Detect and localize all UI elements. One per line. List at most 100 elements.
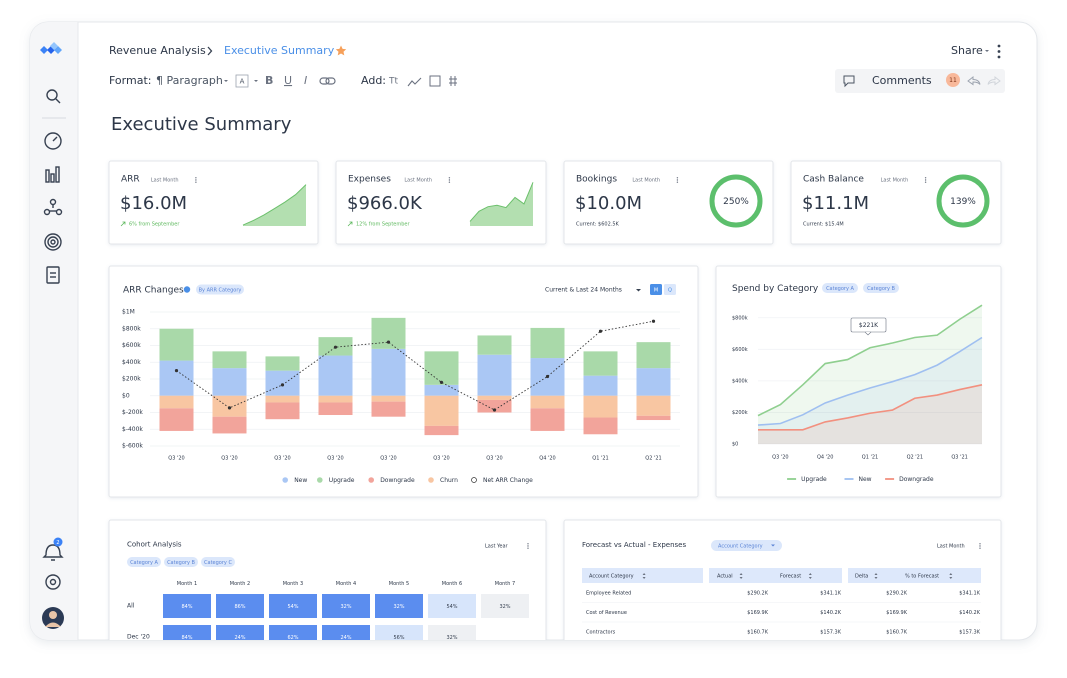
kebab-dot[interactable]: [676, 179, 679, 181]
settings-icon[interactable]: [45, 574, 61, 590]
kpi-period[interactable]: Last Month: [632, 178, 660, 184]
chart-tag-bg: [863, 283, 899, 293]
paragraph-select[interactable]: ¶ Paragraph: [156, 74, 223, 87]
add-chart-button[interactable]: [407, 77, 422, 87]
net-point: [492, 408, 497, 412]
favorite-star[interactable]: [335, 45, 347, 56]
kebab-dot[interactable]: [979, 547, 981, 549]
x-tick-label: Q3 '20: [486, 456, 502, 462]
period-select[interactable]: Last Month: [937, 544, 965, 550]
bold-button[interactable]: B: [265, 74, 273, 87]
cohort-value: 24%: [234, 635, 245, 641]
bell-icon[interactable]: [42, 544, 64, 561]
net-point: [439, 380, 444, 384]
legend-label[interactable]: Upgrade: [329, 477, 355, 484]
kebab-dot[interactable]: [979, 545, 981, 547]
paragraph-caret: [224, 80, 228, 82]
chart-tag[interactable]: By ARR Category: [199, 287, 242, 293]
kpi-value: $16.0M: [120, 193, 187, 214]
column-header[interactable]: % to Forecast: [905, 574, 939, 580]
kebab-dot[interactable]: [527, 545, 529, 547]
filter-tag[interactable]: Category C: [204, 560, 232, 566]
bar-segment: [424, 425, 459, 436]
search-icon[interactable]: [46, 89, 61, 104]
column-header[interactable]: Delta: [855, 574, 868, 580]
kpi-label: Cash Balance: [803, 175, 864, 185]
toggle[interactable]: M: [654, 287, 658, 293]
chart-tag[interactable]: Category A: [826, 286, 854, 292]
comments-button[interactable]: Comments: [872, 74, 932, 87]
dashboard-icon[interactable]: [44, 132, 62, 150]
kpi-value: $966.0K: [347, 193, 423, 214]
add-text-button[interactable]: Tt: [388, 77, 398, 87]
kebab-dot[interactable]: [924, 177, 927, 179]
undo-button[interactable]: [967, 75, 981, 86]
kebab-dot[interactable]: [527, 543, 529, 545]
legend-label[interactable]: Downgrade: [899, 476, 934, 483]
kebab-dot[interactable]: [195, 179, 197, 181]
toggle[interactable]: Q: [668, 287, 672, 293]
kebab-dot[interactable]: [527, 547, 529, 549]
legend-label[interactable]: New: [294, 477, 307, 484]
breadcrumb-current: Executive Summary: [224, 44, 335, 57]
add-date-button[interactable]: [429, 75, 441, 87]
info-icon[interactable]: [183, 286, 191, 293]
kebab-dot[interactable]: [676, 177, 679, 179]
metrics-icon[interactable]: [45, 166, 60, 183]
kebab-dot[interactable]: [195, 181, 197, 183]
kpi-period[interactable]: Last Month: [151, 178, 179, 184]
share-button[interactable]: Share: [951, 44, 983, 57]
filter-tag[interactable]: Category A: [130, 560, 158, 566]
net-point: [174, 369, 179, 373]
table-cell: $290.2K: [747, 591, 768, 597]
y-tick-label: $800k: [732, 315, 748, 321]
column-header[interactable]: Account Category: [589, 574, 634, 580]
period-select[interactable]: Last Year: [485, 544, 509, 550]
legend-label[interactable]: Upgrade: [801, 476, 827, 483]
network-icon[interactable]: [43, 198, 63, 216]
link-button[interactable]: [319, 77, 336, 85]
chart-tag[interactable]: Category B: [867, 286, 895, 292]
kebab-dot[interactable]: [924, 179, 927, 181]
legend-label[interactable]: Downgrade: [380, 477, 415, 484]
filter-caret: [771, 544, 775, 547]
kebab-dot[interactable]: [924, 181, 927, 183]
breadcrumb[interactable]: Revenue Analysis: [109, 44, 206, 57]
column-header[interactable]: Forecast: [780, 574, 801, 580]
period-select[interactable]: Current & Last 24 Months: [545, 287, 622, 294]
kebab-dot[interactable]: [979, 543, 981, 545]
bar-segment: [636, 395, 671, 416]
y-tick-label: $400k: [122, 359, 141, 366]
italic-button[interactable]: I: [304, 74, 307, 87]
legend-label[interactable]: Churn: [440, 477, 458, 484]
column-header: Month 4: [336, 581, 356, 587]
filter-tag[interactable]: Category B: [167, 560, 195, 566]
bar-segment: [159, 408, 194, 431]
filter-tag[interactable]: Account Category: [718, 543, 763, 549]
kpi-period[interactable]: Last Month: [881, 178, 909, 184]
legend-label[interactable]: New: [859, 476, 872, 483]
redo-button[interactable]: [987, 75, 1001, 86]
kpi-period[interactable]: Last Month: [404, 178, 432, 184]
add-number-button[interactable]: [449, 76, 457, 86]
kebab-dot[interactable]: [448, 179, 451, 181]
underline-button[interactable]: U: [284, 74, 292, 87]
font-color[interactable]: A: [240, 78, 245, 86]
avatar[interactable]: [42, 607, 64, 629]
kebab-dot[interactable]: [195, 177, 197, 179]
kebab-dot[interactable]: [448, 181, 451, 183]
target-icon[interactable]: [44, 233, 62, 251]
kpi-value: $10.0M: [575, 193, 642, 214]
column-header[interactable]: Actual: [717, 574, 733, 580]
font-color-box[interactable]: [235, 74, 249, 88]
y-tick-label: $600k: [732, 347, 748, 353]
kebab-dot[interactable]: [676, 181, 679, 183]
comments-icon[interactable]: [843, 75, 855, 88]
bar-segment: [265, 356, 300, 371]
bar-segment: [636, 368, 671, 396]
more-menu[interactable]: [997, 44, 1001, 59]
bar-segment: [371, 395, 406, 402]
document-icon[interactable]: [46, 266, 60, 284]
kebab-dot[interactable]: [448, 177, 451, 179]
legend-label[interactable]: Net ARR Change: [483, 477, 533, 484]
